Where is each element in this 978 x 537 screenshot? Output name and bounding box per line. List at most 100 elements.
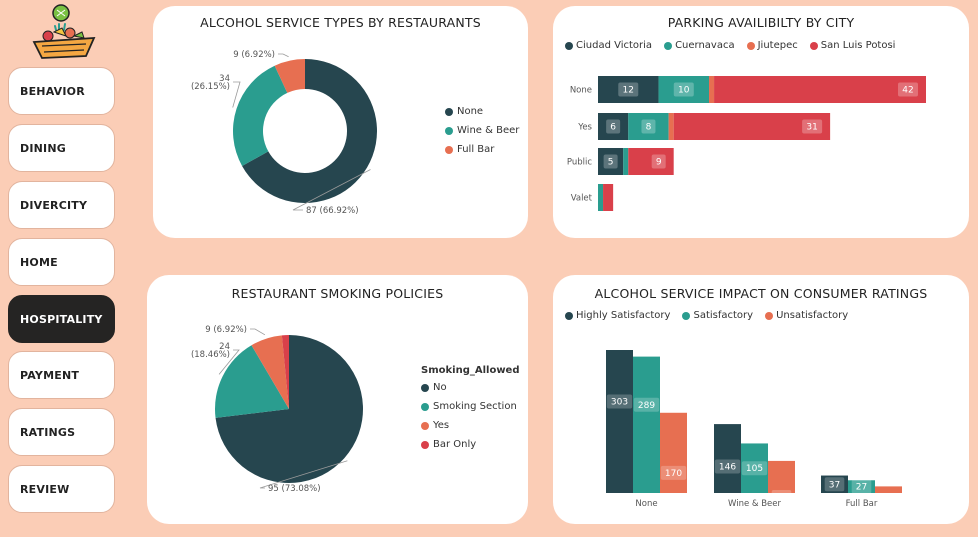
leader-line [250,328,266,336]
legend-item-full-bar[interactable]: Full Bar [445,144,519,155]
slice-bar-only[interactable] [281,335,289,409]
data-label: 31 [806,123,817,133]
data-label: 37 [829,480,840,490]
chart-legend: Highly Satisfactory Satisfactory Unsatisfa… [565,310,848,321]
nav-button-behavior[interactable]: BEHAVIOR [8,67,115,115]
bar-highly-satisfactory[interactable] [821,475,848,493]
chart-legend: Smoking_Allowed No Smoking Section Yes Bar O… [421,365,520,458]
legend-item-san-luis-potosi[interactable]: San Luis Potosi [809,40,895,51]
legend-marker [421,440,429,449]
legend-marker [445,107,453,116]
data-label: 87 (66.92%) [306,206,359,216]
legend-item-wine-beer[interactable]: Wine & Beer [445,125,519,136]
legend-item-satisfactory[interactable]: Satisfactory [682,310,753,321]
slice-smoking-section[interactable] [215,345,289,418]
legend-item-jiutepec[interactable]: Jiutepec [746,40,798,51]
alcohol-impact-card: ALCOHOL SERVICE IMPACT ON CONSUMER RATIN… [553,275,969,524]
slice-no[interactable] [215,335,363,483]
slice-wine-beer[interactable] [233,65,288,166]
nav-button-home[interactable]: HOME [8,238,115,286]
nav-button-divercity[interactable]: DIVERCITY [8,181,115,229]
bar-segment-san-luis-potosi[interactable] [673,113,831,140]
legend-item-cuernavaca[interactable]: Cuernavaca [664,40,735,51]
data-label: 105 [746,464,763,474]
legend-item-unsatisfactory[interactable]: Unsatisfactory [765,310,848,321]
legend-item-no[interactable]: No [421,382,520,393]
legend-marker [746,41,755,50]
nav-button-hospitality[interactable]: HOSPITALITY [8,295,115,343]
data-label: 10 [678,86,690,96]
legend-marker [664,41,673,50]
bar-segment-san-luis-potosi[interactable] [603,184,614,211]
slice-yes[interactable] [251,335,289,409]
bar-unsatisfactory[interactable] [768,460,795,493]
legend-item-yes[interactable]: Yes [421,420,520,431]
data-label: 9 [656,158,662,168]
bar-satisfactory[interactable] [633,356,660,493]
legend-label: Yes [433,420,450,431]
data-label-bg [802,119,823,134]
bar-segment-cuernavaca[interactable] [598,184,604,211]
legend-label: Full Bar [457,144,495,155]
legend-label: Highly Satisfactory [576,310,671,321]
data-label: 34 [219,74,230,84]
chart-legend: None Wine & Beer Full Bar [445,106,519,163]
data-label: 24 [219,342,230,352]
data-label-bg [714,459,741,474]
legend-label: Wine & Beer [457,125,520,136]
bar-segment-jiutepec[interactable] [668,113,674,140]
bar-segment-cuernavaca[interactable] [623,148,629,175]
data-label-bg [824,477,845,492]
chart-legend: Ciudad Victoria Cuernavaca Jiutepec San Lui… [565,40,895,51]
bar-segment-jiutepec[interactable] [709,76,715,103]
data-label: 9 (6.92%) [205,325,247,335]
legend-label: Unsatisfactory [776,310,849,321]
bar-satisfactory[interactable] [848,480,875,493]
data-label: 27 [856,483,867,493]
bar-segment-san-luis-potosi[interactable] [628,148,674,175]
legend-item-none[interactable]: None [445,106,519,117]
chart-title: RESTAURANT SMOKING POLICIES [231,286,444,301]
legend-item-highly-satisfactory[interactable]: Highly Satisfactory [565,310,670,321]
legend-marker [565,311,573,320]
legend-item-ciudad-victoria[interactable]: Ciudad Victoria [565,40,652,51]
bar-segment-ciudad-victoria[interactable] [598,113,629,140]
legend-label: Satisfactory [693,310,754,321]
data-label: 5 [608,158,614,168]
nav-button-ratings[interactable]: RATINGS [8,408,115,456]
data-label: 12 [623,86,634,96]
legend-item-bar-only[interactable]: Bar Only [421,439,520,450]
data-label-bg [851,479,872,494]
chart-title: ALCOHOL SERVICE IMPACT ON CONSUMER RATIN… [594,286,928,301]
bar-segment-cuernavaca[interactable] [658,76,710,103]
legend-label: Jiutepec [757,40,798,51]
bar-unsatisfactory[interactable] [660,412,687,493]
leader-line [259,460,348,489]
bar-unsatisfactory[interactable] [875,486,902,493]
data-label: 146 [719,463,736,473]
bar-satisfactory[interactable] [741,443,768,493]
data-label: 170 [665,469,682,479]
nav-button-review[interactable]: REVIEW [8,465,115,513]
data-label-bg [660,465,687,480]
legend-marker [421,402,429,411]
data-label: 68 [776,493,788,503]
slice-none[interactable] [242,59,378,204]
category-label: Yes [577,123,592,133]
bar-segment-san-luis-potosi[interactable] [714,76,926,103]
bar-segment-ciudad-victoria[interactable] [598,76,659,103]
bar-segment-cuernavaca[interactable] [628,113,669,140]
legend-item-smoking-section[interactable]: Smoking Section [421,401,520,412]
nav-button-payment[interactable]: PAYMENT [8,351,115,399]
nav-button-dining[interactable]: DINING [8,124,115,172]
bar-segment-ciudad-victoria[interactable] [598,148,624,175]
legend-label: Cuernavaca [675,40,735,51]
legend-marker [421,421,429,430]
smoking-pie-chart: 95 (73.08%) 24(18.46%) 9 (6.92%) [191,325,363,494]
bar-highly-satisfactory[interactable] [714,424,741,493]
bar-highly-satisfactory[interactable] [606,350,633,493]
category-label: Valet [571,194,593,204]
smoking-card: RESTAURANT SMOKING POLICIES 95 (73.08%) 2… [147,275,528,524]
slice-full-bar[interactable] [274,59,305,93]
